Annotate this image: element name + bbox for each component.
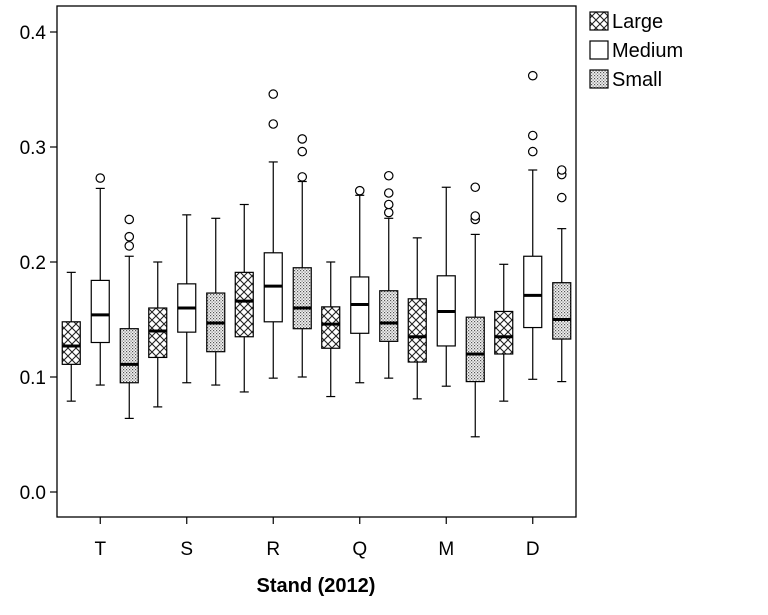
box-large-R xyxy=(235,205,253,392)
outlier-point xyxy=(529,72,537,80)
outlier-point xyxy=(298,147,306,155)
x-axis-label: Stand (2012) xyxy=(257,575,376,597)
x-tick-label: M xyxy=(438,539,454,560)
box-small-R xyxy=(293,135,311,377)
box-iqr xyxy=(466,317,484,381)
outlier-point xyxy=(356,187,364,195)
chart-svg: 0.0 0.1 0.2 0.3 0.4 T S R Q M D Stand (2012) Large… xyxy=(0,0,768,615)
box-small-S xyxy=(207,218,225,385)
box-iqr xyxy=(408,299,426,362)
x-tick-label: D xyxy=(526,539,540,560)
y-tick-label: 0.1 xyxy=(20,368,46,389)
outlier-point xyxy=(558,166,566,174)
box-iqr xyxy=(495,311,513,354)
y-tick-label: 0.4 xyxy=(20,23,47,44)
outlier-point xyxy=(269,120,277,128)
box-medium-Q xyxy=(351,187,369,383)
outlier-point xyxy=(298,135,306,143)
legend-label: Small xyxy=(612,69,662,91)
outlier-point xyxy=(269,90,277,98)
outlier-point xyxy=(529,147,537,155)
outlier-point xyxy=(385,189,393,197)
outlier-point xyxy=(125,233,133,241)
legend-item-large: Large xyxy=(590,11,663,33)
box-iqr xyxy=(149,308,167,357)
box-iqr xyxy=(322,307,340,348)
outlier-point xyxy=(298,173,306,181)
x-tick-label: T xyxy=(94,539,106,560)
box-medium-D xyxy=(524,72,542,380)
box-iqr xyxy=(235,272,253,336)
legend-swatch xyxy=(590,41,608,59)
outlier-point xyxy=(471,212,479,220)
outlier-point xyxy=(125,242,133,250)
legend-item-small: Small xyxy=(590,69,662,91)
outlier-point xyxy=(471,183,479,191)
outlier-point xyxy=(385,172,393,180)
box-plot-chart: 0.0 0.1 0.2 0.3 0.4 T S R Q M D Stand (2012) Large… xyxy=(0,0,768,615)
outlier-point xyxy=(96,174,104,182)
box-iqr xyxy=(120,329,138,383)
y-tick-label: 0.0 xyxy=(20,483,46,504)
box-iqr xyxy=(524,256,542,327)
box-large-S xyxy=(149,262,167,407)
box-medium-T xyxy=(91,174,109,385)
plot-area: 0.0 0.1 0.2 0.3 0.4 T S R Q M D xyxy=(20,6,576,560)
x-tick-label: R xyxy=(266,539,280,560)
box-medium-S xyxy=(178,215,196,383)
legend: Large Medium Small xyxy=(590,11,683,91)
legend-item-medium: Medium xyxy=(590,40,683,62)
x-tick-label: S xyxy=(180,539,193,560)
box-iqr xyxy=(91,280,109,342)
box-iqr xyxy=(380,291,398,342)
y-tick-label: 0.2 xyxy=(20,253,46,274)
outlier-point xyxy=(558,193,566,201)
y-tick-label: 0.3 xyxy=(20,138,46,159)
outlier-point xyxy=(385,200,393,208)
box-small-Q xyxy=(380,172,398,379)
legend-label: Medium xyxy=(612,40,683,62)
box-large-T xyxy=(62,272,80,401)
outlier-point xyxy=(529,131,537,139)
box-iqr xyxy=(553,283,571,339)
box-iqr xyxy=(62,322,80,365)
x-tick-label: Q xyxy=(352,539,367,560)
box-iqr xyxy=(293,268,311,329)
box-small-D xyxy=(553,166,571,382)
plot-frame xyxy=(57,6,576,517)
outlier-point xyxy=(125,215,133,223)
box-small-M xyxy=(466,183,484,437)
box-medium-M xyxy=(437,187,455,386)
legend-swatch xyxy=(590,70,608,88)
box-large-M xyxy=(408,238,426,399)
outlier-point xyxy=(385,208,393,216)
box-large-D xyxy=(495,264,513,401)
box-large-Q xyxy=(322,262,340,397)
box-medium-R xyxy=(264,90,282,378)
legend-label: Large xyxy=(612,11,663,33)
legend-swatch xyxy=(590,12,608,30)
box-small-T xyxy=(120,215,138,418)
